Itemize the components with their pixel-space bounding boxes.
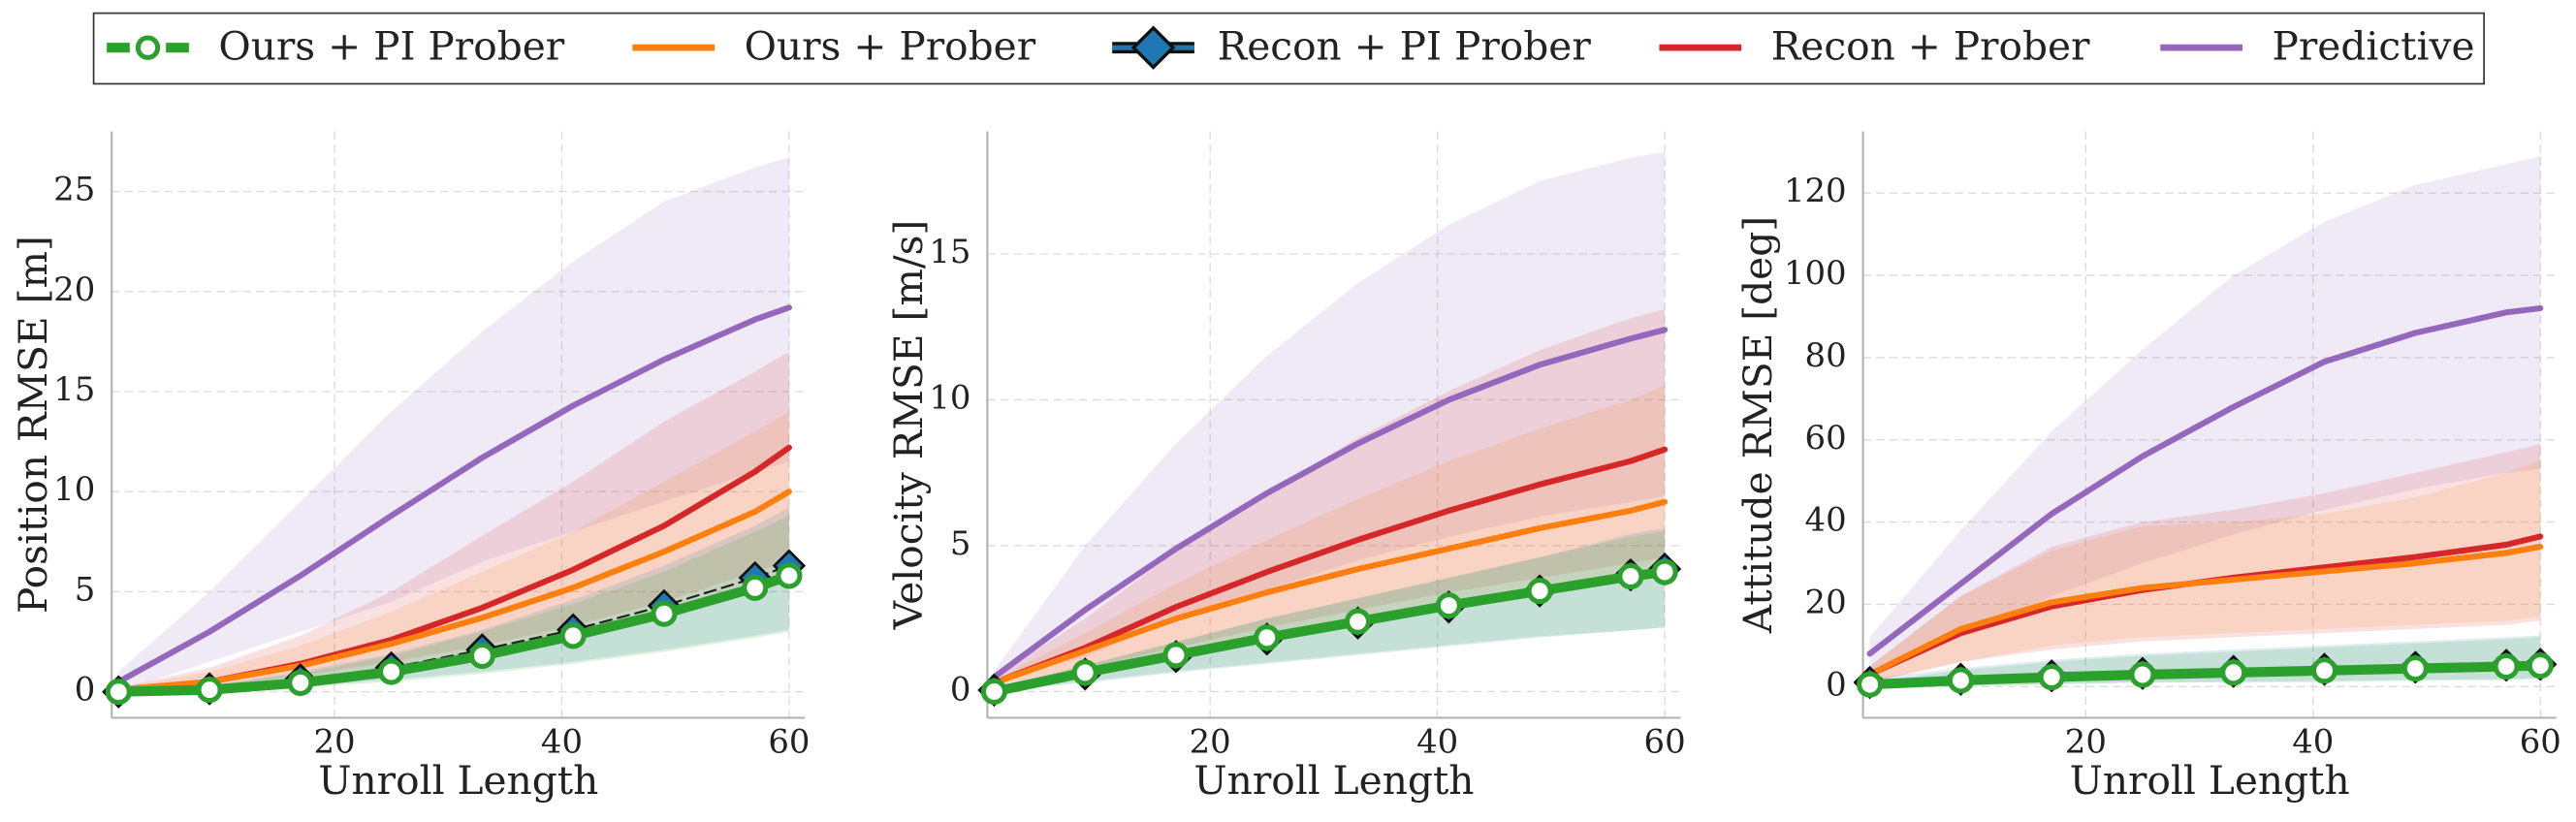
- marker: [1435, 592, 1462, 619]
- marker: [2310, 657, 2338, 684]
- line: [991, 327, 1669, 680]
- legend-marker: [1130, 25, 1176, 70]
- error-band: [118, 516, 789, 692]
- y-tick-label: 100: [1784, 254, 1847, 292]
- marker: [1254, 624, 1281, 651]
- marker: [776, 562, 803, 589]
- marker: [1071, 659, 1098, 686]
- y-tick-label: 40: [1805, 501, 1847, 539]
- line: [115, 304, 792, 685]
- x-tick-label: 60: [1644, 723, 1686, 761]
- marker: [2493, 652, 2520, 680]
- legend-label: Recon + PI Prober: [1218, 22, 1592, 69]
- x-tick-label: 60: [2520, 723, 2561, 761]
- marker: [651, 600, 678, 627]
- series: Ours + PI Prober: [980, 558, 1678, 706]
- error-band: [1869, 156, 2541, 671]
- x-tick-label: 40: [2292, 723, 2334, 761]
- y-tick-label: 20: [1805, 583, 1847, 620]
- error-band: [1869, 444, 2541, 683]
- marker: [1345, 608, 1372, 635]
- series: Recon + Prober: [991, 446, 1669, 686]
- y-tick-label: 120: [1784, 172, 1847, 209]
- error-band: [118, 411, 789, 692]
- marker: [1162, 642, 1190, 669]
- marker: [742, 574, 769, 601]
- line: [1866, 544, 2544, 678]
- marker: [1947, 667, 1974, 694]
- series: Ours + Prober: [991, 498, 1669, 686]
- marker: [1617, 563, 1644, 590]
- series: Ours + Prober: [115, 489, 792, 693]
- line: [1866, 304, 2544, 657]
- line: [991, 498, 1669, 686]
- series: Ours + PI Prober: [1857, 652, 2554, 698]
- y-tick-label: 0: [1826, 665, 1847, 703]
- x-tick-label: 40: [1416, 723, 1458, 761]
- marker: [1651, 558, 1678, 585]
- marker: [1526, 578, 1553, 605]
- error-band: [994, 151, 1666, 683]
- marker: [2527, 652, 2554, 680]
- x-tick-label: 20: [1190, 723, 1231, 761]
- error-band: [118, 157, 789, 692]
- y-tick-label: 15: [53, 370, 95, 408]
- x-axis-label: Unroll Length: [2070, 757, 2350, 804]
- legend-marker: [135, 35, 161, 60]
- marker: [196, 677, 223, 704]
- x-tick-label: 20: [313, 723, 355, 761]
- marker: [2038, 663, 2065, 691]
- series: Ours + PI Prober: [105, 562, 803, 706]
- series: Ours + Prober: [1866, 544, 2544, 678]
- marker: [2129, 661, 2156, 688]
- y-tick-label: 25: [53, 171, 95, 208]
- y-tick-label: 5: [950, 524, 971, 562]
- error-band: [994, 530, 1666, 692]
- y-tick-label: 60: [1805, 419, 1847, 457]
- series: Predictive: [991, 327, 1669, 680]
- legend-box: [92, 12, 2485, 85]
- error-band: [994, 309, 1666, 686]
- marker: [2401, 655, 2429, 682]
- y-tick-label: 10: [53, 470, 95, 508]
- marker: [378, 658, 405, 685]
- marker: [468, 642, 495, 670]
- marker: [287, 669, 314, 696]
- marker: [980, 678, 1007, 706]
- y-tick-label: 5: [75, 570, 96, 608]
- y-tick-label: 10: [929, 378, 970, 416]
- series: Predictive: [115, 304, 792, 685]
- marker: [105, 679, 132, 706]
- x-tick-label: 20: [2065, 723, 2107, 761]
- line: [991, 446, 1669, 686]
- error-band: [118, 507, 789, 692]
- y-tick-label: 80: [1805, 336, 1847, 374]
- error-band: [1869, 459, 2541, 683]
- y-axis-label: Velocity RMSE [m/s]: [885, 220, 932, 631]
- y-tick-label: 20: [53, 270, 95, 308]
- legend-label: Ours + Prober: [745, 22, 1036, 69]
- legend-label: Recon + Prober: [1771, 22, 2090, 69]
- line: [115, 489, 792, 693]
- y-tick-label: 0: [950, 670, 971, 708]
- error-band: [118, 351, 789, 692]
- y-axis-label: Position RMSE [m]: [10, 236, 56, 614]
- x-tick-label: 40: [541, 723, 583, 761]
- error-band: [994, 527, 1666, 692]
- legend-label: Predictive: [2273, 22, 2475, 69]
- legend-label: Ours + PI Prober: [218, 22, 564, 69]
- y-tick-label: 0: [75, 671, 96, 709]
- marker: [559, 622, 587, 649]
- y-tick-label: 15: [929, 233, 970, 270]
- y-axis-label: Attitude RMSE [deg]: [1734, 216, 1781, 634]
- marker: [2220, 659, 2247, 686]
- x-axis-label: Unroll Length: [318, 757, 598, 804]
- marker: [1857, 671, 1884, 698]
- x-axis-label: Unroll Length: [1193, 757, 1474, 804]
- x-tick-label: 60: [768, 723, 810, 761]
- series: Predictive: [1866, 304, 2544, 657]
